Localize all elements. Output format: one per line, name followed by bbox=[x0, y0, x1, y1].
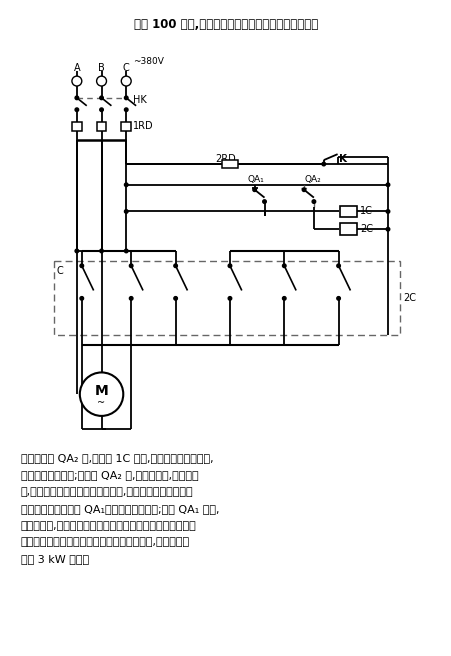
Text: C: C bbox=[56, 266, 63, 276]
Bar bbox=[97, 121, 106, 131]
Text: 开,而此时辅助触点接通制动短接点,使电动机线圈产生制动: 开,而此时辅助触点接通制动短接点,使电动机线圈产生制动 bbox=[20, 487, 193, 497]
Circle shape bbox=[97, 76, 106, 86]
Circle shape bbox=[312, 200, 315, 203]
Circle shape bbox=[282, 297, 285, 300]
Text: A: A bbox=[74, 63, 80, 73]
Circle shape bbox=[100, 108, 103, 112]
Circle shape bbox=[75, 249, 78, 253]
Circle shape bbox=[302, 188, 305, 192]
Bar bbox=[72, 121, 82, 131]
Circle shape bbox=[124, 183, 128, 186]
Circle shape bbox=[80, 264, 83, 268]
Text: QA₂: QA₂ bbox=[304, 175, 320, 184]
Circle shape bbox=[75, 96, 78, 100]
Circle shape bbox=[385, 183, 389, 186]
Circle shape bbox=[124, 96, 128, 100]
Circle shape bbox=[129, 264, 133, 268]
Text: 2RD: 2RD bbox=[215, 154, 235, 164]
Text: HK: HK bbox=[133, 95, 147, 105]
Text: 力矩进行制动。按下 QA₁、电动机反转运行;松开 QA₁ 按钮,: 力矩进行制动。按下 QA₁、电动机反转运行;松开 QA₁ 按钮, bbox=[20, 504, 219, 514]
Circle shape bbox=[282, 264, 285, 268]
Circle shape bbox=[100, 96, 103, 100]
Text: QA₁: QA₁ bbox=[247, 175, 264, 184]
Circle shape bbox=[124, 249, 128, 253]
Circle shape bbox=[124, 210, 128, 213]
Circle shape bbox=[121, 76, 131, 86]
Circle shape bbox=[321, 162, 325, 166]
Circle shape bbox=[336, 297, 340, 300]
Text: 如图 100 所示,是一种用在可逆点控制中的简单制动线: 如图 100 所示,是一种用在可逆点控制中的简单制动线 bbox=[133, 18, 318, 31]
Text: 路。当按下 QA₂ 时,接触器 1C 吸合,从面断开制动短接点,: 路。当按下 QA₂ 时,接触器 1C 吸合,从面断开制动短接点, bbox=[20, 453, 213, 463]
Circle shape bbox=[124, 108, 128, 112]
Text: B: B bbox=[98, 63, 105, 73]
Bar bbox=[54, 261, 399, 335]
Circle shape bbox=[80, 297, 83, 300]
Circle shape bbox=[100, 249, 103, 253]
Circle shape bbox=[262, 200, 266, 203]
Text: 2C: 2C bbox=[402, 293, 415, 303]
Circle shape bbox=[80, 373, 123, 416]
Text: ~: ~ bbox=[97, 398, 106, 408]
Circle shape bbox=[72, 76, 82, 86]
Bar bbox=[121, 121, 131, 131]
Text: 2C: 2C bbox=[359, 224, 373, 234]
Text: C: C bbox=[123, 63, 129, 73]
Circle shape bbox=[385, 228, 389, 231]
Bar bbox=[339, 223, 357, 235]
Text: M: M bbox=[94, 384, 108, 398]
Bar bbox=[339, 205, 357, 217]
Circle shape bbox=[252, 188, 256, 192]
Text: K: K bbox=[338, 154, 346, 164]
Circle shape bbox=[75, 108, 78, 112]
Circle shape bbox=[336, 264, 340, 268]
Circle shape bbox=[129, 297, 133, 300]
Text: ~380V: ~380V bbox=[133, 57, 164, 66]
Circle shape bbox=[385, 210, 389, 213]
Circle shape bbox=[228, 264, 231, 268]
Text: 此方法应用于制动要求不高的正反转工作场合,且电动机功: 此方法应用于制动要求不高的正反转工作场合,且电动机功 bbox=[20, 537, 189, 547]
Circle shape bbox=[174, 264, 177, 268]
Text: 1C: 1C bbox=[359, 207, 373, 216]
Text: 率在 3 kW 以下。: 率在 3 kW 以下。 bbox=[20, 554, 88, 564]
Text: 电动机停电,并同时又通过接触器的辅助触点进行短接制动。: 电动机停电,并同时又通过接触器的辅助触点进行短接制动。 bbox=[20, 521, 196, 531]
Circle shape bbox=[174, 297, 177, 300]
Bar bbox=[221, 160, 237, 168]
Text: 使电动机正转运行;当松开 QA₂ 时,接触器释放,主触点断: 使电动机正转运行;当松开 QA₂ 时,接触器释放,主触点断 bbox=[20, 470, 198, 480]
Circle shape bbox=[228, 297, 231, 300]
Text: 1RD: 1RD bbox=[133, 121, 153, 131]
